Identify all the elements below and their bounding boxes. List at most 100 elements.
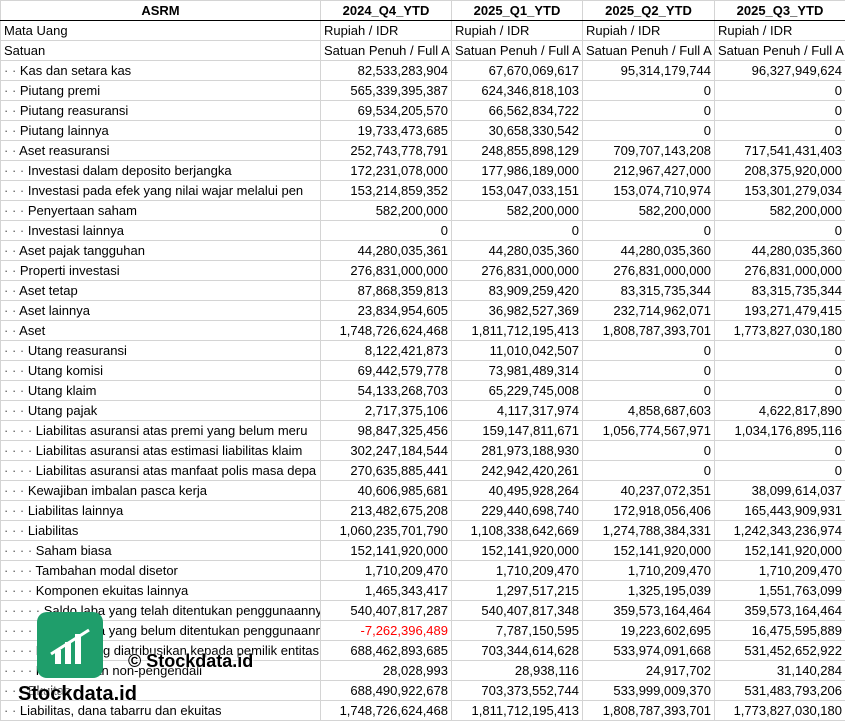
- value-cell[interactable]: 359,573,164,464: [714, 600, 845, 621]
- value-cell[interactable]: 1,274,788,384,331: [582, 520, 715, 541]
- meta-value[interactable]: Satuan Penuh / Full A: [320, 40, 452, 61]
- value-cell[interactable]: 540,407,817,287: [320, 600, 452, 621]
- value-cell[interactable]: 276,831,000,000: [320, 260, 452, 281]
- value-cell[interactable]: 73,981,489,314: [451, 360, 583, 381]
- row-label-cell[interactable]: · · · Utang pajak: [0, 400, 321, 421]
- value-cell[interactable]: 0: [582, 460, 715, 481]
- value-cell[interactable]: 4,117,317,974: [451, 400, 583, 421]
- row-label-cell[interactable]: · · · Utang komisi: [0, 360, 321, 381]
- value-cell[interactable]: 1,242,343,236,974: [714, 520, 845, 541]
- meta-value[interactable]: Satuan Penuh / Full A: [451, 40, 583, 61]
- value-cell[interactable]: 1,811,712,195,413: [451, 700, 583, 721]
- value-cell[interactable]: 44,280,035,360: [714, 240, 845, 261]
- value-cell[interactable]: 40,495,928,264: [451, 480, 583, 501]
- value-cell[interactable]: 31,140,284: [714, 660, 845, 681]
- value-cell[interactable]: 152,141,920,000: [320, 540, 452, 561]
- row-label-cell[interactable]: · · Kas dan setara kas: [0, 60, 321, 81]
- value-cell[interactable]: 533,974,091,668: [582, 640, 715, 661]
- value-cell[interactable]: 1,056,774,567,971: [582, 420, 715, 441]
- value-cell[interactable]: 1,034,176,895,116: [714, 420, 845, 441]
- value-cell[interactable]: 0: [582, 80, 715, 101]
- value-cell[interactable]: 95,314,179,744: [582, 60, 715, 81]
- row-label-cell[interactable]: · · Aset reasuransi: [0, 140, 321, 161]
- row-label-cell[interactable]: · · · · Komponen ekuitas lainnya: [0, 580, 321, 601]
- value-cell[interactable]: 38,099,614,037: [714, 480, 845, 501]
- value-cell[interactable]: 1,710,209,470: [320, 560, 452, 581]
- period-header[interactable]: 2025_Q1_YTD: [451, 0, 583, 21]
- value-cell[interactable]: 0: [714, 120, 845, 141]
- value-cell[interactable]: 281,973,188,930: [451, 440, 583, 461]
- value-cell[interactable]: 66,562,834,722: [451, 100, 583, 121]
- value-cell[interactable]: 82,533,283,904: [320, 60, 452, 81]
- row-label-cell[interactable]: · · · Investasi pada efek yang nilai waj…: [0, 180, 321, 201]
- value-cell[interactable]: 0: [714, 360, 845, 381]
- value-cell[interactable]: 7,787,150,595: [451, 620, 583, 641]
- row-label-cell[interactable]: · · Piutang reasuransi: [0, 100, 321, 121]
- value-cell[interactable]: 83,315,735,344: [714, 280, 845, 301]
- value-cell[interactable]: 1,325,195,039: [582, 580, 715, 601]
- meta-label[interactable]: Satuan: [0, 40, 321, 61]
- value-cell[interactable]: 44,280,035,360: [582, 240, 715, 261]
- value-cell[interactable]: 0: [714, 460, 845, 481]
- row-label-cell[interactable]: · · · Investasi dalam deposito berjangka: [0, 160, 321, 181]
- value-cell[interactable]: 0: [582, 220, 715, 241]
- value-cell[interactable]: 252,743,778,791: [320, 140, 452, 161]
- value-cell[interactable]: 582,200,000: [582, 200, 715, 221]
- value-cell[interactable]: 540,407,817,348: [451, 600, 583, 621]
- value-cell[interactable]: 83,315,735,344: [582, 280, 715, 301]
- value-cell[interactable]: 193,271,479,415: [714, 300, 845, 321]
- value-cell[interactable]: 276,831,000,000: [451, 260, 583, 281]
- value-cell[interactable]: 177,986,189,000: [451, 160, 583, 181]
- value-cell[interactable]: 0: [451, 220, 583, 241]
- value-cell[interactable]: 23,834,954,605: [320, 300, 452, 321]
- value-cell[interactable]: 4,858,687,603: [582, 400, 715, 421]
- value-cell[interactable]: 0: [582, 380, 715, 401]
- value-cell[interactable]: 0: [714, 340, 845, 361]
- value-cell[interactable]: 11,010,042,507: [451, 340, 583, 361]
- value-cell[interactable]: 270,635,885,441: [320, 460, 452, 481]
- value-cell[interactable]: 69,442,579,778: [320, 360, 452, 381]
- value-cell[interactable]: 1,811,712,195,413: [451, 320, 583, 341]
- meta-label[interactable]: Mata Uang: [0, 20, 321, 41]
- value-cell[interactable]: 65,229,745,008: [451, 380, 583, 401]
- value-cell[interactable]: 1,710,209,470: [582, 560, 715, 581]
- value-cell[interactable]: 153,074,710,974: [582, 180, 715, 201]
- value-cell[interactable]: 153,301,279,034: [714, 180, 845, 201]
- value-cell[interactable]: 0: [582, 440, 715, 461]
- value-cell[interactable]: 717,541,431,403: [714, 140, 845, 161]
- value-cell[interactable]: 1,748,726,624,468: [320, 700, 452, 721]
- value-cell[interactable]: 0: [320, 220, 452, 241]
- value-cell[interactable]: 531,452,652,922: [714, 640, 845, 661]
- value-cell[interactable]: 28,028,993: [320, 660, 452, 681]
- row-label-cell[interactable]: · · · Penyertaan saham: [0, 200, 321, 221]
- value-cell[interactable]: 152,141,920,000: [582, 540, 715, 561]
- row-label-cell[interactable]: · · Aset lainnya: [0, 300, 321, 321]
- value-cell[interactable]: 24,917,702: [582, 660, 715, 681]
- value-cell[interactable]: 1,108,338,642,669: [451, 520, 583, 541]
- row-label-cell[interactable]: · · · Kewajiban imbalan pasca kerja: [0, 480, 321, 501]
- row-label-cell[interactable]: · · · Liabilitas: [0, 520, 321, 541]
- value-cell[interactable]: 1,060,235,701,790: [320, 520, 452, 541]
- value-cell[interactable]: 40,237,072,351: [582, 480, 715, 501]
- meta-value[interactable]: Satuan Penuh / Full A: [714, 40, 845, 61]
- row-label-cell[interactable]: · · · · Liabilitas asuransi atas estimas…: [0, 440, 321, 461]
- value-cell[interactable]: 1,773,827,030,180: [714, 320, 845, 341]
- row-label-cell[interactable]: · · · · Liabilitas asuransi atas manfaat…: [0, 460, 321, 481]
- value-cell[interactable]: 624,346,818,103: [451, 80, 583, 101]
- value-cell[interactable]: 1,773,827,030,180: [714, 700, 845, 721]
- value-cell[interactable]: 2,717,375,106: [320, 400, 452, 421]
- row-label-cell[interactable]: · · · · Saham biasa: [0, 540, 321, 561]
- value-cell[interactable]: 16,475,595,889: [714, 620, 845, 641]
- value-cell[interactable]: 582,200,000: [714, 200, 845, 221]
- row-label-cell[interactable]: · · · · Tambahan modal disetor: [0, 560, 321, 581]
- value-cell[interactable]: 40,606,985,681: [320, 480, 452, 501]
- value-cell[interactable]: 1,808,787,393,701: [582, 320, 715, 341]
- value-cell[interactable]: 87,868,359,813: [320, 280, 452, 301]
- row-label-cell[interactable]: · · · · Liabilitas asuransi atas premi y…: [0, 420, 321, 441]
- period-header[interactable]: 2024_Q4_YTD: [320, 0, 452, 21]
- value-cell[interactable]: 83,909,259,420: [451, 280, 583, 301]
- meta-value[interactable]: Rupiah / IDR: [582, 20, 715, 41]
- value-cell[interactable]: 0: [582, 120, 715, 141]
- value-cell[interactable]: 69,534,205,570: [320, 100, 452, 121]
- value-cell[interactable]: 276,831,000,000: [714, 260, 845, 281]
